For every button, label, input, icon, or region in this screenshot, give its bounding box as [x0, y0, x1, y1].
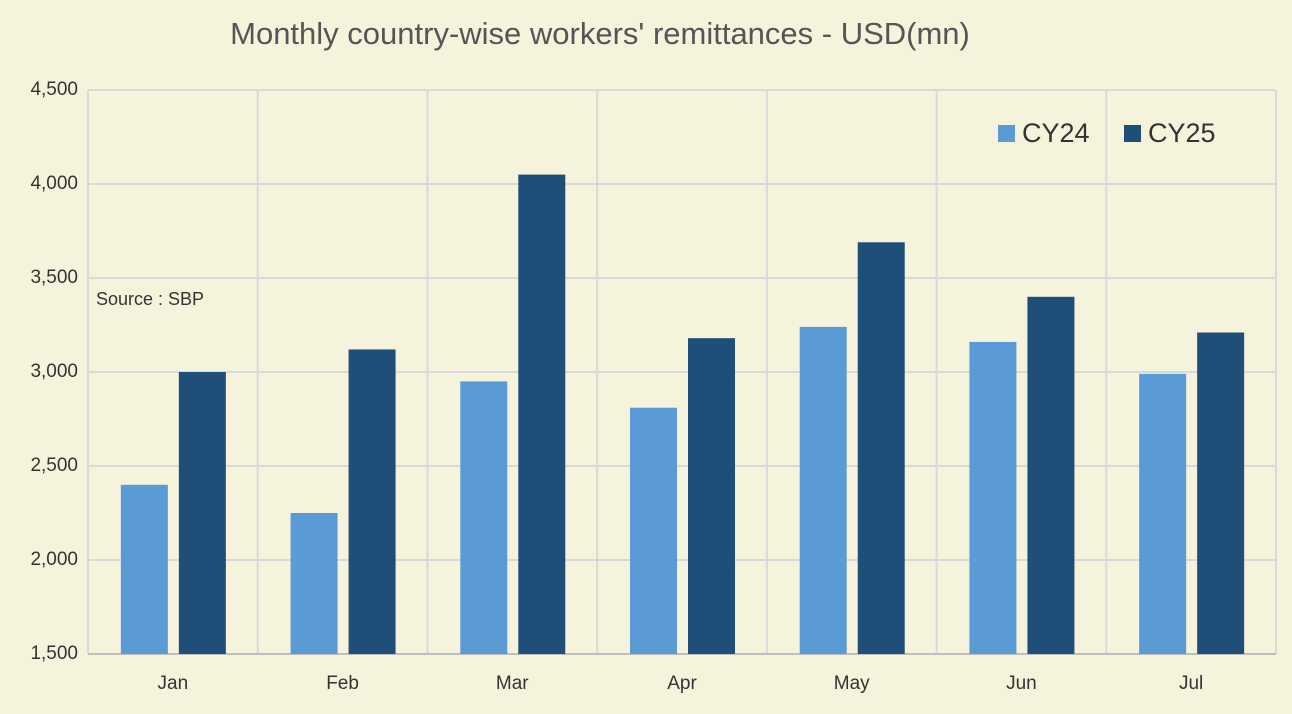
- bar: [1139, 373, 1187, 654]
- legend-label: CY25: [1148, 118, 1216, 148]
- bar: [857, 242, 905, 654]
- y-tick-label: 4,000: [30, 173, 78, 194]
- legend-swatch: [1124, 125, 1141, 142]
- bar: [348, 349, 396, 654]
- chart-title: Monthly country-wise workers' remittance…: [230, 16, 970, 51]
- x-tick-label: Apr: [667, 673, 697, 694]
- x-tick-label: Mar: [496, 673, 529, 694]
- annotation: Source : SBP: [96, 289, 204, 309]
- bar: [1027, 296, 1075, 654]
- bar: [460, 381, 508, 654]
- x-tick-label: Jul: [1179, 673, 1203, 694]
- y-tick-label: 2,500: [30, 455, 78, 476]
- y-tick-label: 3,500: [30, 267, 78, 288]
- x-tick-label: Feb: [326, 673, 359, 694]
- x-tick-label: May: [834, 673, 870, 694]
- x-tick-label: Jan: [158, 673, 189, 694]
- bar: [120, 484, 168, 654]
- y-tick-label: 4,500: [30, 79, 78, 100]
- y-tick-label: 2,000: [30, 549, 78, 570]
- bar: [799, 326, 847, 654]
- bar: [1197, 332, 1245, 654]
- bar: [969, 341, 1017, 654]
- bar: [518, 174, 566, 654]
- x-tick-label: Jun: [1006, 673, 1037, 694]
- bar: [688, 338, 735, 654]
- bar: [290, 513, 338, 654]
- y-tick-label: 1,500: [30, 643, 78, 664]
- legend-swatch: [998, 125, 1015, 142]
- legend-label: CY24: [1022, 118, 1090, 148]
- y-tick-label: 3,000: [30, 361, 78, 382]
- bar: [178, 372, 226, 654]
- bar: [630, 407, 677, 654]
